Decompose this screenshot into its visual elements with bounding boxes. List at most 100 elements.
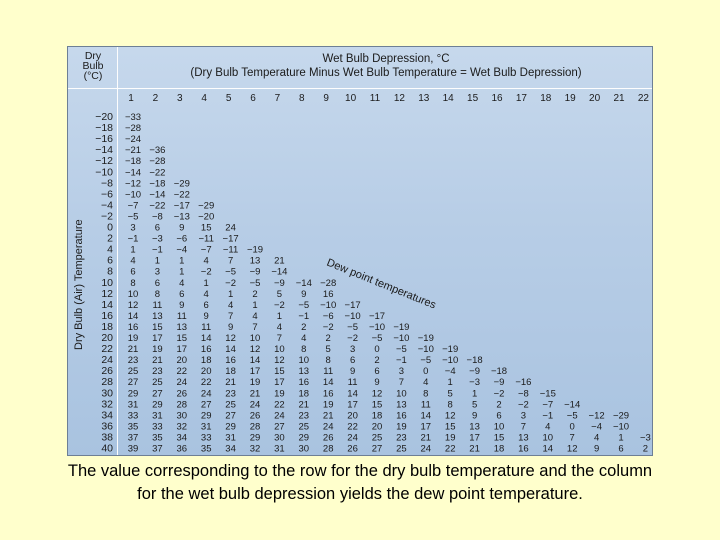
table-cell: 11: [348, 377, 358, 388]
table-cell: 8: [130, 278, 135, 289]
table-cell: −12: [589, 410, 605, 421]
table-subtitle: (Dry Bulb Temperature Minus Wet Bulb Tem…: [190, 67, 582, 79]
table-cell: 1: [448, 377, 453, 388]
table-cell: 29: [201, 410, 212, 421]
table-cell: 27: [152, 388, 163, 399]
table-cell: 4: [179, 278, 184, 289]
table-cell: 4: [423, 377, 428, 388]
table-cell: 12: [225, 333, 236, 344]
table-cell: 8: [326, 355, 331, 366]
row-header: −2: [101, 210, 113, 222]
table-cell: 28: [250, 421, 261, 432]
row-header: −10: [95, 166, 113, 178]
table-cell: 29: [299, 432, 310, 443]
column-header: 2: [153, 93, 159, 104]
table-cell: −10: [345, 311, 361, 322]
table-cell: −8: [152, 211, 163, 222]
table-cell: −2: [323, 322, 334, 333]
table-cell: −4: [591, 421, 602, 432]
table-cell: −18: [149, 178, 165, 189]
table-cell: 29: [225, 421, 236, 432]
column-header: 11: [370, 93, 381, 104]
table-cell: 16: [323, 388, 334, 399]
table-cell: −7: [542, 399, 553, 410]
table-cell: 14: [543, 444, 554, 455]
table-cell: 22: [177, 366, 188, 377]
table-cell: 12: [567, 444, 578, 455]
column-header: 6: [250, 93, 256, 104]
table-cell: 21: [274, 256, 285, 267]
table-cell: 12: [128, 300, 139, 311]
row-header: 22: [101, 343, 113, 355]
table-cell: 20: [347, 410, 358, 421]
table-cell: 12: [250, 344, 261, 355]
table-cell: 6: [496, 410, 501, 421]
table-cell: −17: [223, 234, 239, 245]
row-header: 20: [101, 332, 113, 344]
dew-point-annotation: Dew point temperatures: [325, 257, 438, 312]
table-cell: −19: [442, 344, 458, 355]
row-header: −20: [95, 111, 113, 123]
table-cell: −19: [393, 322, 409, 333]
table-cell: 7: [228, 311, 233, 322]
table-cell: 33: [201, 432, 212, 443]
row-header: −18: [95, 122, 113, 134]
table-cell: 3: [155, 267, 160, 278]
table-cell: 13: [177, 322, 188, 333]
table-cell: 24: [177, 377, 188, 388]
row-header: 28: [101, 376, 113, 388]
table-cell: 6: [374, 366, 379, 377]
row-header: −12: [95, 155, 113, 167]
table-cell: −5: [128, 211, 139, 222]
table-cell: −18: [125, 156, 141, 167]
row-header: −4: [101, 199, 113, 211]
table-cell: 2: [252, 289, 257, 300]
table-cell: −1: [152, 245, 163, 256]
table-cell: −29: [613, 410, 629, 421]
table-cell: 19: [396, 421, 407, 432]
table-cell: 20: [177, 355, 188, 366]
table-cell: −2: [347, 333, 358, 344]
table-cell: 13: [469, 421, 480, 432]
column-header: 1: [128, 93, 134, 104]
row-header: 12: [101, 288, 113, 300]
table-cell: −18: [467, 355, 483, 366]
table-cell: 29: [152, 399, 163, 410]
table-cell: −15: [540, 388, 556, 399]
table-cell: −1: [298, 311, 309, 322]
table-cell: 5: [277, 289, 282, 300]
table-cell: 17: [274, 377, 285, 388]
row-header: 10: [101, 277, 113, 289]
table-cell: 6: [350, 355, 355, 366]
table-cell: 16: [323, 289, 334, 300]
column-header: 5: [226, 93, 232, 104]
table-cell: 11: [152, 300, 162, 311]
table-cell: 33: [152, 421, 163, 432]
table-cell: 27: [128, 377, 139, 388]
table-cell: 4: [594, 432, 599, 443]
table-cell: −2: [494, 388, 505, 399]
row-header: 2: [107, 233, 113, 245]
table-cell: 12: [274, 355, 285, 366]
table-cell: −13: [174, 211, 190, 222]
table-cell: 30: [274, 432, 285, 443]
column-header: 4: [201, 93, 207, 104]
table-cell: −5: [396, 344, 407, 355]
table-cell: −17: [369, 311, 385, 322]
column-header: 15: [467, 93, 479, 104]
table-cell: 32: [177, 421, 188, 432]
table-cell: 2: [374, 355, 379, 366]
table-cell: −22: [149, 167, 165, 178]
table-cell: 4: [252, 311, 257, 322]
table-cell: 4: [130, 256, 135, 267]
row-header: 6: [107, 255, 113, 267]
table-cell: 11: [421, 399, 431, 410]
table-cell: 30: [299, 444, 310, 455]
table-cell: 25: [128, 366, 139, 377]
table-cell: 9: [228, 322, 233, 333]
table-cell: 27: [201, 399, 212, 410]
table-cell: 10: [299, 355, 310, 366]
table-cell: 31: [128, 399, 139, 410]
table-cell: −9: [274, 278, 285, 289]
table-cell: 21: [299, 399, 310, 410]
